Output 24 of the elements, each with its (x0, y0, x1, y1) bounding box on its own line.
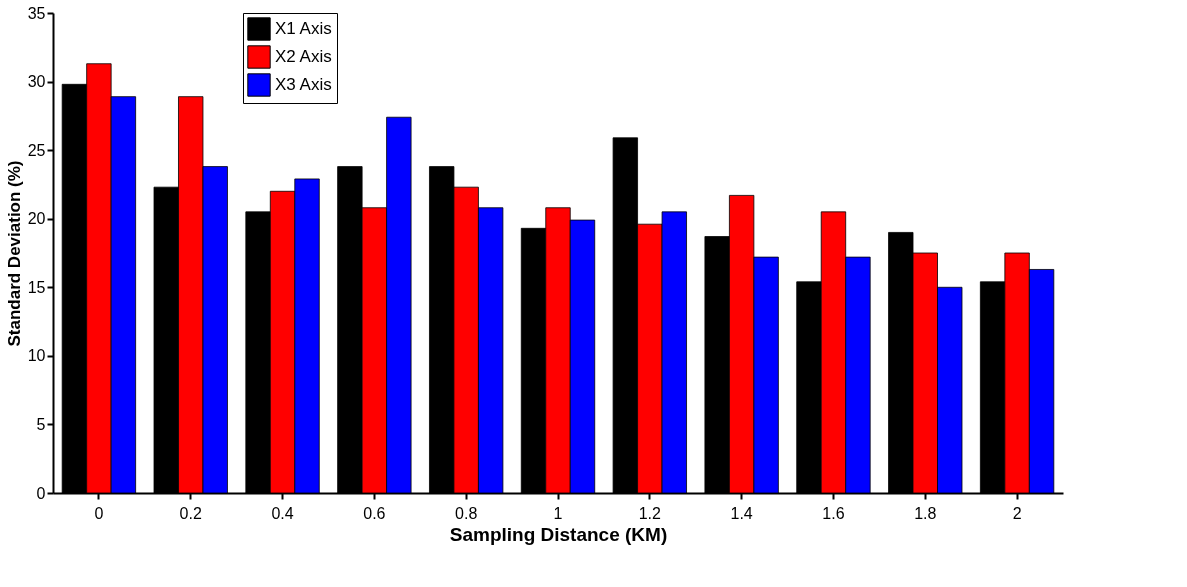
x-tick-label: 0.8 (455, 504, 478, 522)
x-tick-label: 0 (94, 504, 104, 522)
x-axis-title: Sampling Distance (KM) (449, 523, 668, 545)
legend-label: X1 Axis (275, 19, 332, 38)
x-tick-label: 1 (553, 504, 563, 522)
y-tick-label: 25 (27, 141, 46, 159)
y-tick-label: 0 (36, 484, 46, 502)
x-tick-label: 0.6 (363, 504, 386, 522)
y-tick-label: 30 (27, 73, 46, 91)
x-tick-label: 2 (1012, 504, 1022, 522)
y-tick-label: 5 (36, 415, 46, 433)
y-tick-label: 35 (27, 4, 46, 22)
x-tick-label: 1.4 (730, 504, 753, 522)
legend-label: X3 Axis (275, 75, 332, 94)
y-tick-label: 20 (27, 210, 46, 228)
x-tick-label: 1.8 (914, 504, 937, 522)
x-tick-label: 1.2 (638, 504, 662, 522)
x-tick-label: 0.4 (271, 504, 294, 522)
x-tick-label: 1.6 (822, 504, 845, 522)
x-tick-label: 0.2 (179, 504, 202, 522)
y-axis-title: Standard Deviation (%) (4, 160, 24, 347)
legend-label: X2 Axis (275, 47, 332, 66)
y-tick-label: 15 (27, 278, 46, 296)
y-tick-label: 10 (27, 347, 46, 365)
